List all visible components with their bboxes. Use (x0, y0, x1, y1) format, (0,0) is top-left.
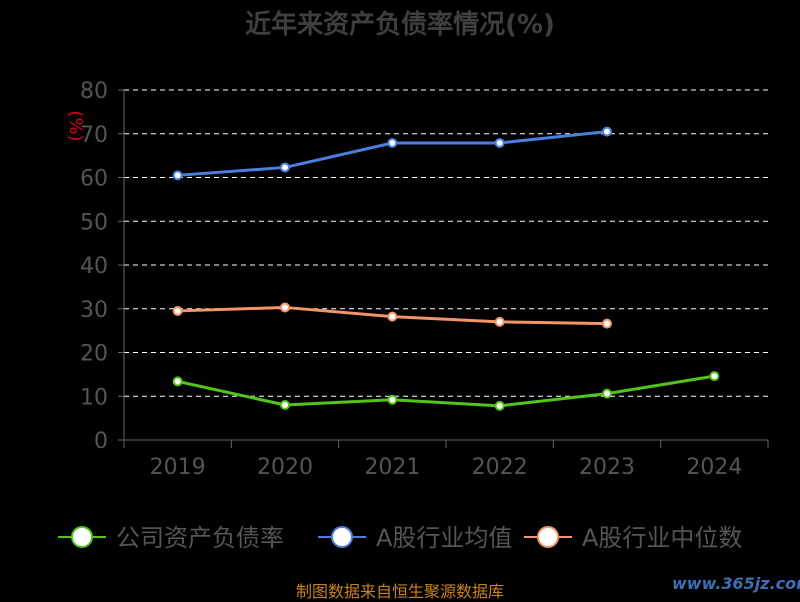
data-point (602, 388, 612, 399)
legend-label: A股行业均值 (376, 524, 512, 552)
data-point (602, 126, 612, 137)
data-point (387, 137, 398, 148)
legend-label: A股行业中位数 (582, 524, 742, 552)
data-point (172, 376, 183, 387)
y-tick-label: 50 (80, 210, 108, 235)
legend-marker (537, 526, 559, 548)
legend-label: 公司资产负债率 (116, 524, 284, 552)
data-point (494, 316, 505, 327)
data-point (387, 311, 398, 322)
data-point (280, 400, 290, 410)
legend-item: A股行业均值 (318, 524, 512, 552)
legend-marker (331, 526, 353, 548)
data-source-footer: 制图数据来自恒生聚源数据库 (295, 582, 504, 601)
x-tick-label: 2019 (150, 455, 206, 480)
y-tick-label: 70 (80, 123, 108, 148)
legend-item: A股行业中位数 (524, 524, 742, 552)
data-point (172, 170, 183, 181)
y-axis-label: (%) (65, 110, 86, 141)
data-point (172, 305, 183, 316)
chart-title: 近年来资产负债率情况(%) (245, 10, 555, 40)
data-point (494, 137, 505, 148)
data-point (387, 394, 398, 405)
y-tick-label: 30 (80, 298, 108, 323)
y-tick-label: 10 (80, 385, 108, 410)
x-tick-label: 2024 (686, 455, 742, 480)
data-point (280, 162, 290, 173)
x-tick-label: 2023 (579, 455, 635, 480)
data-point (280, 302, 290, 313)
y-tick-label: 0 (94, 429, 108, 454)
y-tick-label: 80 (80, 79, 108, 104)
data-point (494, 400, 505, 411)
x-tick-label: 2020 (257, 455, 313, 480)
x-tick-label: 2022 (472, 455, 528, 480)
y-tick-label: 20 (80, 342, 108, 367)
data-point (709, 371, 720, 382)
legend-marker (71, 526, 93, 548)
legend-item: 公司资产负债率 (58, 524, 284, 552)
data-point (602, 318, 612, 329)
series-line-0 (177, 374, 715, 408)
y-tick-label: 60 (80, 167, 108, 192)
watermark: www.365jz.com (672, 574, 800, 593)
y-tick-label: 40 (80, 254, 108, 279)
x-tick-label: 2021 (364, 455, 420, 480)
